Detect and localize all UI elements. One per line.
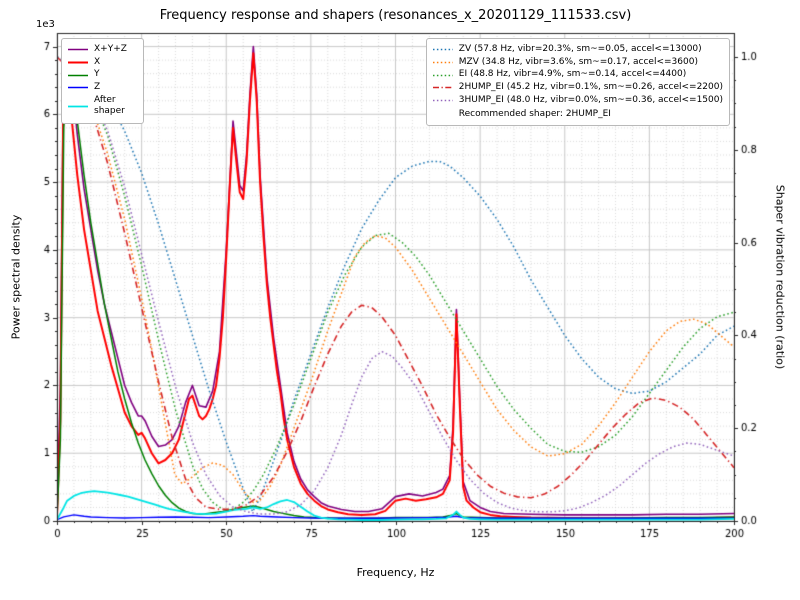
legend-item-z: Z [67,82,137,94]
zv-line-sample [432,49,453,51]
x-axis-label: Frequency, Hz [356,566,435,579]
legend-shapers: ZV (57.8 Hz, vibr=20.3%, sm~=0.05, accel… [425,38,730,127]
legend-label: X+Y+Z [94,44,127,54]
legend-item-ei: EI (48.8 Hz, vibr=4.9%, sm~=0.14, accel<… [432,69,723,81]
left-axis-label: Power spectral density [9,214,23,340]
legend-psd: X+Y+Z X Y Z After shaper [61,38,144,125]
legend-label: After shaper [94,94,125,117]
legend-label: 3HUMP_EI (48.0 Hz, vibr=0.0%, sm~=0.36, … [458,94,723,105]
legend-recommended-shaper: Recommended shaper: 2HUMP_EI [458,109,611,120]
z-line-sample [68,87,88,89]
legend-item-zv: ZV (57.8 Hz, vibr=20.3%, sm~=0.05, accel… [432,44,723,56]
after-shaper-line-sample [68,105,88,108]
x-line-sample [68,61,88,64]
legend-item-xyz: X+Y+Z [67,44,137,56]
legend-label: ZV (57.8 Hz, vibr=20.3%, sm~=0.05, accel… [458,44,702,54]
3hump-ei-line-sample [432,99,453,102]
legend-item-x: X [67,57,137,69]
chart-title: Frequency response and shapers (resonanc… [159,8,632,23]
y-line-sample [68,74,88,76]
legend-item-3hump-ei: 3HUMP_EI (48.0 Hz, vibr=0.0%, sm~=0.36, … [432,95,723,107]
legend-label: 2HUMP_EI (45.2 Hz, vibr=0.1%, sm~=0.26, … [458,82,723,93]
legend-item-mzv: MZV (34.8 Hz, vibr=3.6%, sm~=0.17, accel… [432,57,723,69]
mzv-line-sample [432,61,453,64]
legend-item-y: Y [67,69,137,81]
legend-label: MZV (34.8 Hz, vibr=3.6%, sm~=0.17, accel… [458,56,698,67]
2hump-ei-line-sample [432,87,453,89]
xyz-line-sample [68,49,88,51]
y-axis-offset-label: 1e3 [36,19,55,30]
legend-label: EI (48.8 Hz, vibr=4.9%, sm~=0.14, accel<… [458,69,687,80]
ei-line-sample [432,74,453,76]
legend-label: Z [94,82,101,93]
legend-item-2hump-ei: 2HUMP_EI (45.2 Hz, vibr=0.1%, sm~=0.26, … [432,82,723,94]
legend-label: X [94,56,101,67]
legend-label: Y [94,69,100,80]
right-axis-label: Shaper vibration reduction (ratio) [773,184,787,370]
legend-item-after-shaper: After shaper [67,95,137,118]
